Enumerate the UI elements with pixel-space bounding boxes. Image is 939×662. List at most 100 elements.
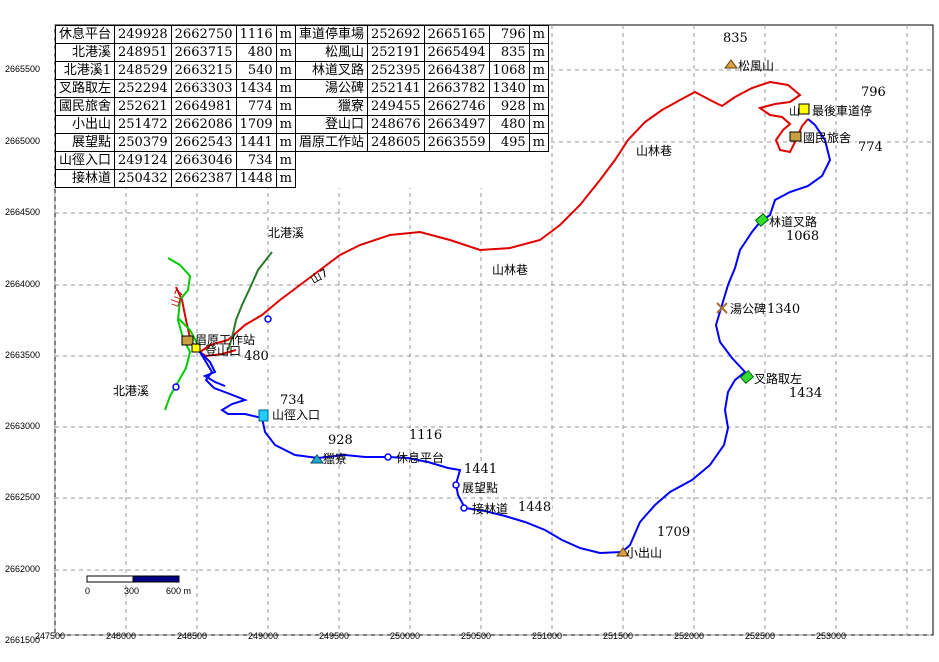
trail-entrance-icon: [258, 409, 269, 422]
y-tick-label: 2663500: [5, 350, 41, 360]
table-row: 北港溪 248951 2663715 480 m 松風山 252191 2665494 835 m: [54, 43, 549, 62]
river-branch-line: [227, 251, 273, 351]
label-workstation: 眉原工作站: [195, 333, 256, 347]
hunting-hut-icon: [310, 454, 324, 464]
table-cell-x: 248676: [367, 115, 425, 134]
table-cell-name: 北港溪: [54, 43, 116, 62]
table-cell-y: 2663215: [170, 61, 237, 80]
table-cell-elev: 1448: [235, 169, 277, 188]
lodge-icon: [789, 131, 802, 142]
label-songfeng: 松風山: [738, 59, 775, 73]
gps-track-line: [199, 118, 832, 555]
river-branch-2-line: [177, 317, 199, 346]
table-cell-y: 2664387: [423, 61, 490, 80]
table-cell-name: 松風山: [294, 43, 369, 62]
table-cell-elev: 1068: [488, 61, 530, 80]
table-cell-unit: m: [275, 25, 296, 44]
table-cell-y: 2662543: [170, 133, 237, 152]
waypoint-rest-marker: [384, 453, 392, 461]
table-cell-x: 252395: [367, 61, 425, 80]
elev-rest: 1116: [408, 428, 444, 443]
table-cell-y: 2662750: [170, 25, 237, 44]
y-tick-label: 2664500: [5, 207, 41, 217]
y-tick-label: 2662500: [5, 492, 41, 502]
x-tick-label: 251000: [532, 631, 563, 641]
x-tick-label: 250000: [390, 631, 421, 641]
elev-xiaochu: 1709: [656, 525, 692, 540]
x-tick-label: 250500: [461, 631, 492, 641]
table-cell-unit: m: [275, 43, 296, 62]
table-cell-elev: 495: [488, 133, 530, 152]
table-cell-y: 2663715: [170, 43, 237, 62]
table-cell-unit: m: [275, 169, 296, 188]
table-cell-x: 248529: [114, 61, 172, 80]
y-tick-label: 2664000: [5, 279, 41, 289]
table-cell-y: 2663046: [170, 151, 237, 170]
table-cell-unit: m: [275, 79, 296, 98]
elev-trailhead: 480: [243, 349, 270, 364]
table-cell-x: 250432: [114, 169, 172, 188]
table-cell-unit: m: [275, 97, 296, 116]
table-cell-y: 2662387: [170, 169, 237, 188]
table-cell-unit: m: [528, 79, 549, 98]
table-cell-elev: 480: [488, 115, 530, 134]
river-node-upper: [264, 315, 272, 323]
label-lodge: 國民旅舍: [803, 131, 852, 145]
monument-icon: [716, 302, 728, 314]
label-viewpoint: 展望點: [462, 481, 499, 495]
table-cell-elev: 835: [488, 43, 530, 62]
table-cell-x: 252141: [367, 79, 425, 98]
table-cell-unit: m: [528, 115, 549, 134]
label-join-road: 接林道: [472, 502, 509, 516]
y-tick-label: 2661500: [5, 635, 41, 645]
table-cell-x: 250379: [114, 133, 172, 152]
label-fork-left: 叉路取左: [754, 372, 803, 386]
table-cell-elev: 1434: [235, 79, 277, 98]
elev-fork-left: 1434: [788, 386, 824, 401]
x-tick-label: 248500: [177, 631, 208, 641]
x-tick-label: 252000: [674, 631, 705, 641]
table-cell-elev: 540: [235, 61, 277, 80]
elev-join-road: 1448: [517, 500, 553, 515]
forest-junction-icon: [754, 213, 770, 227]
label-rest: 休息平台: [396, 451, 445, 465]
table-cell-unit: m: [275, 151, 296, 170]
table-cell-name: 林道叉路: [294, 61, 369, 80]
scale-bar-dark: [132, 575, 180, 583]
table-cell-name: 山徑入口: [54, 151, 116, 170]
table-cell-y: 2665494: [423, 43, 490, 62]
table-row: 山徑入口 249124 2663046 734 m: [54, 151, 549, 170]
table-cell-x: 249928: [114, 25, 172, 44]
table-cell-name: 展望點: [54, 133, 116, 152]
x-tick-label: 249000: [248, 631, 279, 641]
elev-hut: 928: [327, 433, 354, 448]
table-cell-y: 2662746: [423, 97, 490, 116]
table-cell-elev: 1441: [235, 133, 277, 152]
trail-fork-icon: [739, 370, 755, 384]
table-row: 國民旅舍 252621 2664981 774 m 獵寮 249455 2662746 928 m: [54, 97, 549, 116]
table-cell-elev: 1340: [488, 79, 530, 98]
x-tick-label: 248000: [106, 631, 137, 641]
table-cell-name: 獵寮: [294, 97, 369, 116]
gps-track-branch-line: [199, 351, 226, 387]
table-cell-unit: m: [528, 25, 549, 44]
scale-label-0: 0: [85, 586, 91, 596]
table-cell-elev: 1709: [235, 115, 277, 134]
table-cell-x: 249124: [114, 151, 172, 170]
table-cell-elev: 1116: [235, 25, 277, 44]
river-node-lower: [172, 383, 180, 391]
label-xiaochu: 小出山: [626, 546, 663, 560]
table-cell-x: 251472: [114, 115, 172, 134]
road-label-2: 山林巷: [492, 263, 529, 277]
table-cell-name: 叉路取左: [54, 79, 116, 98]
elev-lodge: 774: [857, 140, 884, 155]
table-cell-unit: m: [275, 61, 296, 80]
table-cell-name: 國民旅舍: [54, 97, 116, 116]
elev-songfeng: 835: [722, 31, 749, 46]
river-label-1: 北港溪: [268, 226, 305, 240]
x-tick-label: 252500: [745, 631, 776, 641]
table-cell-x: 252621: [114, 97, 172, 116]
table-cell-unit: m: [275, 115, 296, 134]
